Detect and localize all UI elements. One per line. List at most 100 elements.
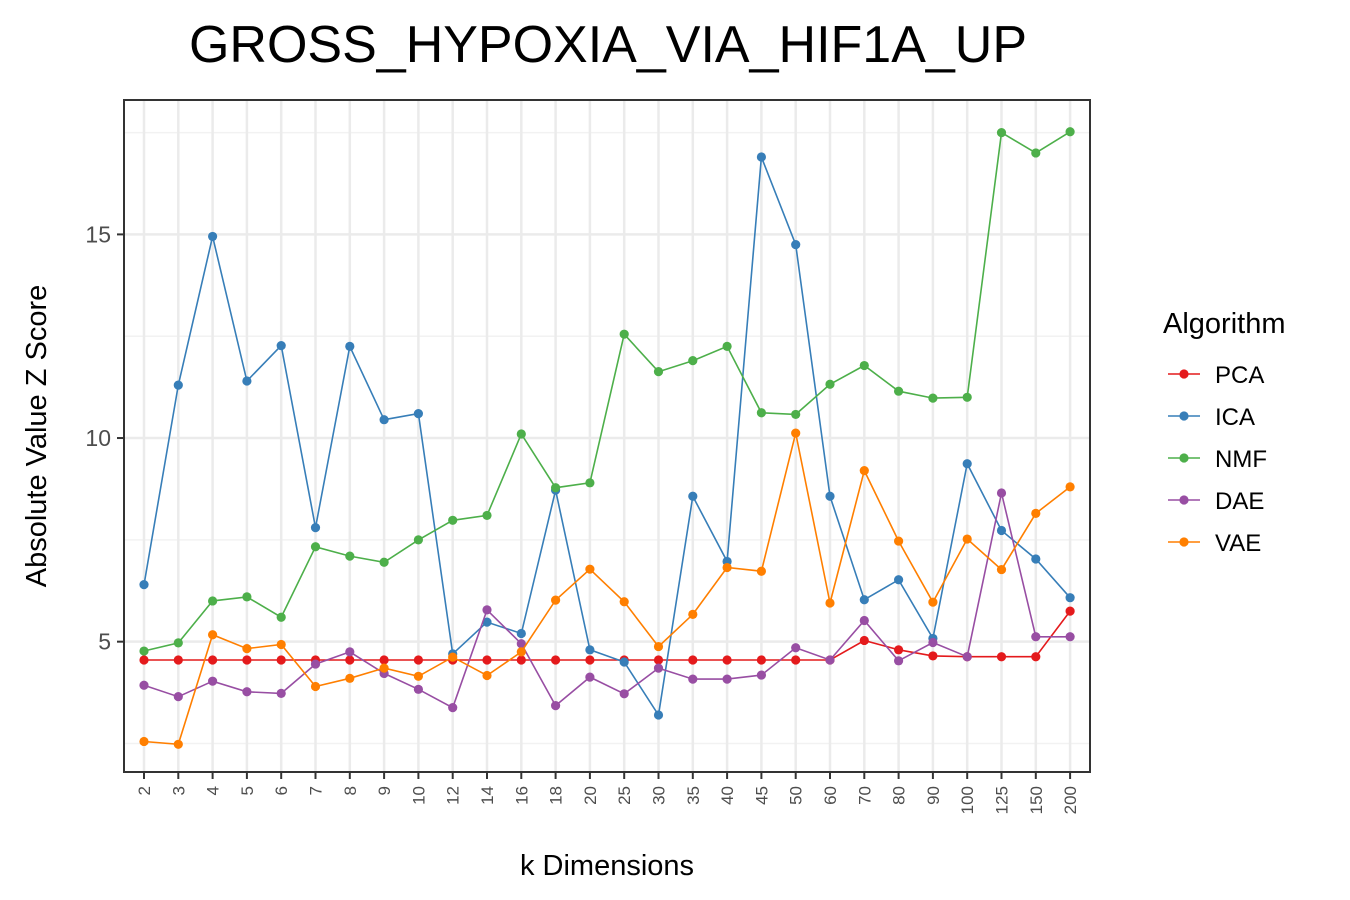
- series-line-ica: [143, 156, 1071, 718]
- data-point-dae: [756, 670, 767, 680]
- data-point-pca: [516, 655, 526, 665]
- data-point-vae: [139, 736, 149, 747]
- data-point-nmf: [962, 392, 972, 402]
- data-point-pca: [653, 655, 664, 665]
- x-tick-label: 2: [135, 786, 154, 795]
- data-point-nmf: [551, 483, 561, 493]
- data-point-vae: [516, 647, 526, 657]
- data-point-dae: [482, 605, 492, 615]
- data-point-pca: [413, 655, 423, 665]
- series-dae: [139, 488, 1075, 713]
- data-point-ica: [242, 376, 252, 386]
- data-point-nmf: [516, 429, 526, 439]
- legend-items: PCA ICA NMF DAE VAE: [1168, 362, 1267, 557]
- data-point-vae: [619, 597, 629, 607]
- data-point-ica: [962, 459, 972, 469]
- data-point-nmf: [825, 379, 835, 389]
- data-point-dae: [516, 639, 526, 649]
- data-point-vae: [413, 671, 423, 681]
- x-tick-label: 100: [958, 786, 977, 814]
- data-point-nmf: [379, 557, 389, 567]
- data-point-ica: [345, 341, 355, 351]
- data-point-pca: [1065, 606, 1075, 616]
- data-point-pca: [345, 655, 355, 665]
- x-tick-label: 7: [307, 786, 326, 795]
- data-point-ica: [619, 657, 629, 667]
- data-point-ica: [413, 409, 423, 419]
- data-point-vae: [448, 652, 458, 662]
- data-point-dae: [173, 692, 183, 702]
- data-point-vae: [791, 428, 801, 438]
- data-point-nmf: [791, 409, 801, 420]
- data-point-dae: [310, 659, 321, 669]
- data-point-nmf: [928, 393, 938, 403]
- legend-label-dae: DAE: [1215, 488, 1264, 515]
- legend-title: Algorithm: [1163, 308, 1286, 340]
- x-tick-label: 3: [169, 786, 188, 795]
- data-point-dae: [1031, 632, 1041, 642]
- data-point-nmf: [1031, 148, 1041, 158]
- data-point-dae: [653, 663, 664, 673]
- data-point-nmf: [345, 551, 355, 561]
- data-point-pca: [688, 655, 698, 665]
- data-point-vae: [379, 663, 389, 673]
- data-point-pca: [722, 655, 732, 665]
- x-tick-label: 200: [1061, 786, 1080, 814]
- data-point-ica: [516, 628, 526, 639]
- data-point-nmf: [996, 127, 1007, 138]
- data-point-dae: [859, 615, 869, 626]
- legend-item-nmf: NMF: [1168, 446, 1267, 473]
- data-point-pca: [242, 655, 252, 665]
- data-point-nmf: [653, 367, 664, 377]
- data-point-ica: [688, 491, 698, 501]
- data-point-dae: [825, 655, 835, 665]
- data-point-pca: [996, 652, 1007, 662]
- x-tick-label: 35: [684, 786, 703, 805]
- data-point-vae: [756, 566, 767, 576]
- data-point-ica: [791, 239, 801, 250]
- data-point-dae: [551, 701, 561, 711]
- data-point-pca: [1031, 652, 1041, 662]
- data-point-pca: [139, 655, 149, 665]
- data-point-pca: [894, 645, 904, 655]
- legend-item-pca: PCA: [1168, 362, 1264, 389]
- x-tick-label: 20: [581, 786, 600, 805]
- legend-marker-dae: [1179, 495, 1189, 505]
- x-tick-label: 80: [890, 786, 909, 805]
- data-point-pca: [379, 655, 389, 665]
- x-tick-label: 14: [478, 786, 497, 805]
- legend-label-ica: ICA: [1215, 404, 1255, 431]
- x-tick-label: 30: [650, 786, 669, 805]
- data-point-nmf: [139, 646, 149, 656]
- x-tick-label: 50: [787, 786, 806, 805]
- data-point-pca: [208, 655, 218, 665]
- x-tick-label: 125: [993, 786, 1012, 814]
- x-tick-label: 4: [204, 786, 223, 795]
- data-point-vae: [208, 630, 218, 640]
- y-tick-label: 10: [85, 425, 111, 451]
- x-tick-label: 45: [752, 786, 771, 805]
- data-point-nmf: [1065, 127, 1075, 137]
- legend-label-pca: PCA: [1215, 362, 1264, 389]
- data-point-pca: [482, 655, 492, 665]
- y-tick-label: 15: [85, 221, 111, 247]
- data-point-vae: [242, 643, 252, 654]
- data-point-nmf: [585, 478, 595, 488]
- x-tick-label: 12: [444, 786, 463, 805]
- data-point-dae: [894, 656, 904, 666]
- x-tick-label: 70: [855, 786, 874, 805]
- data-point-nmf: [413, 535, 423, 545]
- data-point-vae: [1065, 482, 1075, 492]
- data-point-ica: [208, 231, 218, 242]
- legend-item-dae: DAE: [1168, 488, 1264, 515]
- data-point-ica: [173, 380, 183, 390]
- x-tick-label: 16: [512, 786, 531, 805]
- data-point-vae: [482, 670, 492, 681]
- data-point-nmf: [482, 510, 492, 521]
- grid-minor: [124, 131, 1090, 745]
- data-point-nmf: [894, 386, 904, 396]
- x-tick-label: 8: [341, 786, 360, 795]
- data-point-dae: [413, 684, 423, 694]
- x-axis-label: k Dimensions: [520, 850, 694, 882]
- data-point-dae: [1065, 632, 1075, 642]
